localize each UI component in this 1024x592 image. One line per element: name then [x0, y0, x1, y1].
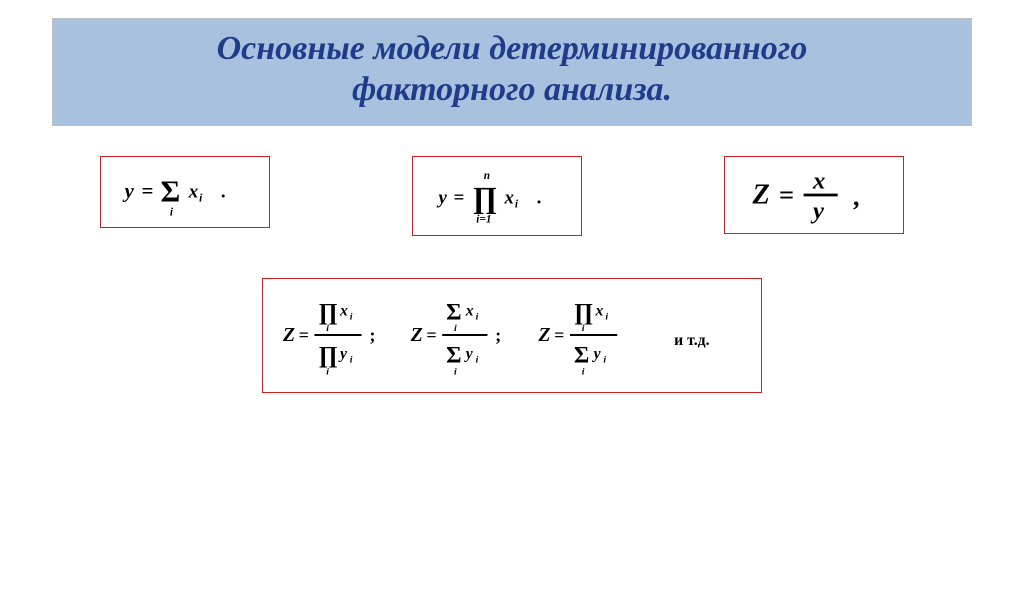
formula-row-1: y = Σ i x i . y = n ∏ i=1 x i . [0, 156, 1024, 236]
formula-ratio-model: Z = x y , [724, 156, 904, 234]
svg-text:Σ: Σ [446, 343, 461, 369]
svg-text:x: x [504, 187, 514, 208]
etc-label: и т.д. [674, 332, 709, 349]
title-line-1: Основные модели детерминированного [217, 30, 808, 67]
svg-text:y: y [464, 346, 474, 363]
svg-text:i: i [515, 198, 519, 210]
svg-text:=: = [426, 325, 436, 345]
mixed-formula-svg: Z = ∏ i x i ∏ i y i ; Z [281, 285, 743, 385]
formula-sum-model: y = Σ i x i . [100, 156, 270, 228]
svg-text:;: ; [369, 325, 375, 345]
sum-trail: . [221, 181, 226, 202]
svg-text:i: i [326, 323, 329, 334]
svg-text:∏: ∏ [318, 299, 337, 325]
ratio-trail: , [853, 181, 860, 211]
svg-text:x: x [188, 181, 198, 202]
svg-text:i: i [476, 311, 479, 322]
sigma-icon: Σ [160, 174, 180, 208]
svg-text:i: i [199, 192, 203, 204]
svg-text:i: i [582, 366, 585, 377]
sum-lhs: y [122, 180, 135, 202]
svg-text:=: = [299, 325, 309, 345]
svg-text:i: i [582, 323, 585, 334]
product-formula-svg: y = n ∏ i=1 x i . [431, 164, 563, 228]
svg-text:i: i [603, 355, 606, 366]
svg-text:x: x [339, 302, 348, 319]
svg-text:x: x [595, 302, 604, 319]
svg-text:;: ; [495, 325, 501, 345]
svg-text:i: i [476, 355, 479, 366]
svg-text:i: i [605, 311, 608, 322]
mixed-variant-1: Z = ∏ i x i ∏ i y i ; [282, 299, 375, 377]
title-banner: Основные модели детерминированного факто… [52, 18, 972, 126]
svg-text:Σ: Σ [446, 299, 461, 325]
formula-row-2: Z = ∏ i x i ∏ i y i ; Z [0, 278, 1024, 393]
svg-text:Σ: Σ [574, 343, 589, 369]
svg-text:i: i [326, 366, 329, 377]
formula-product-model: y = n ∏ i=1 x i . [412, 156, 582, 236]
ratio-den: y [810, 197, 824, 224]
ratio-lhs: Z [751, 179, 769, 210]
svg-text:i: i [454, 323, 457, 334]
prod-sub: i=1 [476, 213, 491, 225]
svg-text:=: = [554, 325, 564, 345]
svg-text:=: = [142, 180, 154, 202]
pi-icon: ∏ [472, 180, 497, 214]
prod-lhs: y [437, 187, 448, 208]
svg-text:y: y [592, 346, 602, 363]
ratio-num: x [812, 167, 825, 194]
svg-text:=: = [454, 187, 465, 208]
svg-text:Z: Z [282, 324, 295, 346]
title-line-2: факторного анализа. [352, 71, 672, 108]
formula-mixed-models: Z = ∏ i x i ∏ i y i ; Z [262, 278, 762, 393]
svg-text:x: x [465, 302, 474, 319]
ratio-formula-svg: Z = x y , [743, 164, 885, 226]
prod-trail: . [537, 187, 542, 208]
svg-text:∏: ∏ [318, 343, 337, 369]
svg-text:Z: Z [410, 324, 423, 346]
svg-text:y: y [338, 346, 348, 363]
svg-text:i: i [454, 366, 457, 377]
mixed-variant-2: Z = Σ i x i Σ i y i ; [410, 299, 501, 377]
svg-text:∏: ∏ [574, 299, 593, 325]
mixed-variant-3: Z = ∏ i x i Σ i y i [538, 299, 618, 377]
svg-text:Z: Z [538, 324, 551, 346]
slide-title: Основные модели детерминированного факто… [73, 29, 951, 111]
sum-formula-svg: y = Σ i x i . [119, 164, 251, 220]
svg-text:=: = [779, 179, 794, 209]
svg-text:i: i [350, 311, 353, 322]
svg-text:i: i [350, 355, 353, 366]
